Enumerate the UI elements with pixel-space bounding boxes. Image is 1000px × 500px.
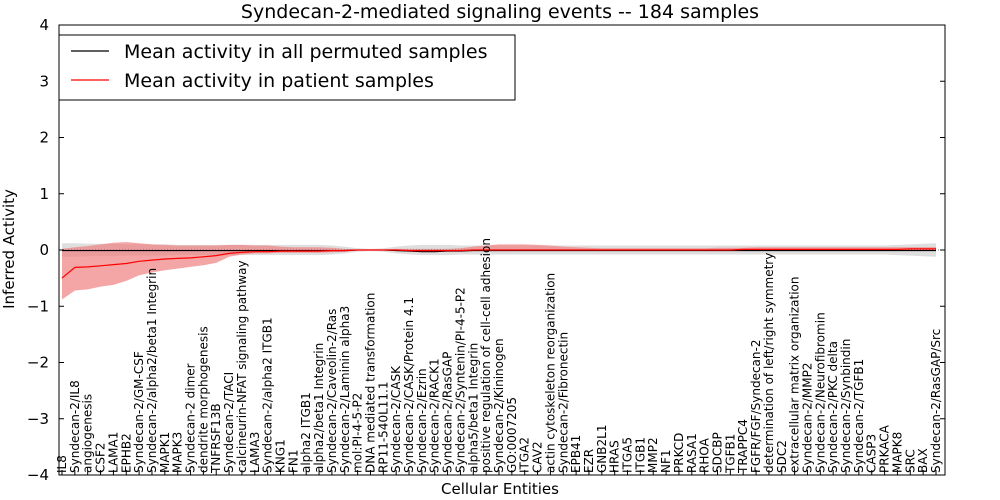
x-tick-label: CSF2 <box>94 442 108 473</box>
x-tick-label: extracellular matrix organization <box>788 277 802 474</box>
x-tick-label: ITGA2 <box>518 437 532 473</box>
x-tick-label: actin cytoskeleton reorganization <box>543 273 557 473</box>
y-tick-label: 4 <box>39 16 49 34</box>
x-tick-label: Syndecan-2/CASK/Protein 4.1 <box>402 297 416 473</box>
plot-frame <box>58 24 946 476</box>
x-tick-label: ITGA5 <box>621 437 635 473</box>
x-tick-label: NF1 <box>659 449 673 473</box>
x-tick-label: Syndecan-2/CASK <box>389 365 403 473</box>
patient-band <box>62 242 936 300</box>
series-lines <box>61 248 936 279</box>
x-tick-label: MAPK3 <box>171 432 185 473</box>
x-tick-label: PRKCD <box>672 433 686 473</box>
x-tick-label: alpha2/beta1 Integrin <box>312 343 326 473</box>
x-tick-label: EPHB2 <box>119 433 133 473</box>
x-tick-label: Syndecan-2/Syntenin/PI-4-5-P2 <box>453 287 467 473</box>
x-tick-label: RHOA <box>698 437 712 473</box>
x-tick-label: RP11-540L11.1 <box>376 382 390 473</box>
y-axis-label: Inferred Activity <box>0 189 18 309</box>
x-tick-label: LAMA3 <box>248 432 262 473</box>
x-tick-label: Syndecan-2/RasGAP/Src <box>929 329 943 473</box>
x-tick-label: Syndecan-2/Fibronectin <box>556 332 570 473</box>
y-tick-label: 1 <box>39 185 49 203</box>
x-tick-label: EZR <box>582 449 596 473</box>
x-tick-label: GNB2L1 <box>595 425 609 473</box>
x-tick-label: Syndecan-2/IL8 <box>68 380 82 473</box>
chart-title: Syndecan-2-mediated signaling events -- … <box>241 1 759 23</box>
x-tick-label: SRC <box>903 449 917 473</box>
y-tick-label: −4 <box>27 466 49 484</box>
x-tick-label: dendrite morphogenesis <box>196 326 210 473</box>
x-tick-label: CASP3 <box>865 434 879 473</box>
x-tick-label: IL8 <box>55 455 69 473</box>
x-tick-label: TGFB1 <box>723 434 737 474</box>
x-tick-label: Syndecan-2/alpha2 ITGB1 <box>261 317 275 473</box>
x-tick-label: Syndecan-2/Neurofibromin <box>813 312 827 473</box>
x-tick-label: SDCBP <box>711 432 725 473</box>
x-tick-label: KNG1 <box>274 439 288 473</box>
x-tick-label: CAV2 <box>531 441 545 473</box>
series-line-patient <box>61 248 936 279</box>
x-tick-label: EPB41 <box>569 435 583 473</box>
x-tick-label: TRAPPC4 <box>736 419 750 474</box>
x-tick-label: mol:PI-4-5-P2 <box>351 393 365 473</box>
y-tick-label: 2 <box>39 129 49 147</box>
x-tick-label: Syndecan-2/RasGAP <box>441 352 455 473</box>
x-tick-label: FN1 <box>286 449 300 473</box>
y-tick-label: −3 <box>27 410 49 428</box>
x-tick-label: MAPK1 <box>158 432 172 473</box>
y-tick-label: −1 <box>27 297 49 315</box>
x-tick-label: ITGB1 <box>633 437 647 473</box>
x-tick-label: calcineurin-NFAT signaling pathway <box>235 260 249 473</box>
x-tick-label: positive regulation of cell-cell adhesio… <box>479 238 493 473</box>
x-tick-label: alpha2 ITGB1 <box>299 392 313 473</box>
x-tick-label: PRKACA <box>878 424 892 473</box>
x-tick-label: Syndecan-2/RACK1 <box>428 358 442 473</box>
legend: Mean activity in all permuted samples Me… <box>58 34 516 101</box>
x-tick-label: Syndecan-2/TGFB1 <box>852 359 866 473</box>
x-tick-label: SDC2 <box>775 440 789 473</box>
x-tick-label: Syndecan-2 dimer <box>184 363 198 473</box>
x-tick-label: Syndecan-2/Kininogen <box>492 338 506 473</box>
x-tick-label: Syndecan-2/Ezrin <box>415 368 429 473</box>
x-tick-label: Syndecan-2/MMP2 <box>801 363 815 473</box>
legend-box <box>58 34 516 101</box>
x-tick-label: Syndecan-2/TACI <box>222 372 236 473</box>
x-tick-label: Syndecan-2/Laminin alpha3 <box>338 306 352 473</box>
x-tick-label: MAPK8 <box>890 432 904 473</box>
y-tick-label: 3 <box>39 72 49 90</box>
x-tick-label: alpha5/beta1 Integrin <box>466 343 480 473</box>
y-tick-label: −2 <box>27 354 49 372</box>
x-tick-label: Syndecan-2/PKC delta <box>826 341 840 473</box>
x-tick-label: Syndecan-2/Synbindin <box>839 339 853 473</box>
x-tick-label: TNFRSF13B <box>209 403 223 474</box>
x-tick-label: DNA mediated transformation <box>364 293 378 473</box>
x-tick-label: MMP2 <box>646 437 660 473</box>
x-tick-label: Syndecan-2/alpha2/beta1 Integrin <box>145 268 159 473</box>
x-tick-label: GO:0007205 <box>505 397 519 473</box>
legend-label-patient: Mean activity in patient samples <box>124 70 434 92</box>
x-tick-label: BAX <box>916 448 930 473</box>
x-tick-label: LAMA1 <box>106 432 120 473</box>
x-tick-label: determination of left/right symmetry <box>762 253 776 473</box>
legend-label-permuted: Mean activity in all permuted samples <box>124 41 487 63</box>
x-tick-label: Syndecan-2/Caveolin-2/Ras <box>325 309 339 473</box>
x-tick-label: angiogenesis <box>81 394 95 473</box>
x-axis-ticks: IL8Syndecan-2/IL8angiogenesisCSF2LAMA1EP… <box>55 238 943 475</box>
x-tick-label: FGFR/FGF/Syndecan-2 <box>749 340 763 473</box>
x-tick-label: Syndecan-2/GM-CSF <box>132 351 146 473</box>
x-axis-label: Cellular Entities <box>441 480 559 498</box>
x-tick-label: RASA1 <box>685 433 699 473</box>
x-tick-label: HRAS <box>608 440 622 473</box>
y-axis-ticks: 4 3 2 1 0 −1 −2 −3 −4 <box>27 16 945 484</box>
y-tick-label: 0 <box>39 241 49 259</box>
